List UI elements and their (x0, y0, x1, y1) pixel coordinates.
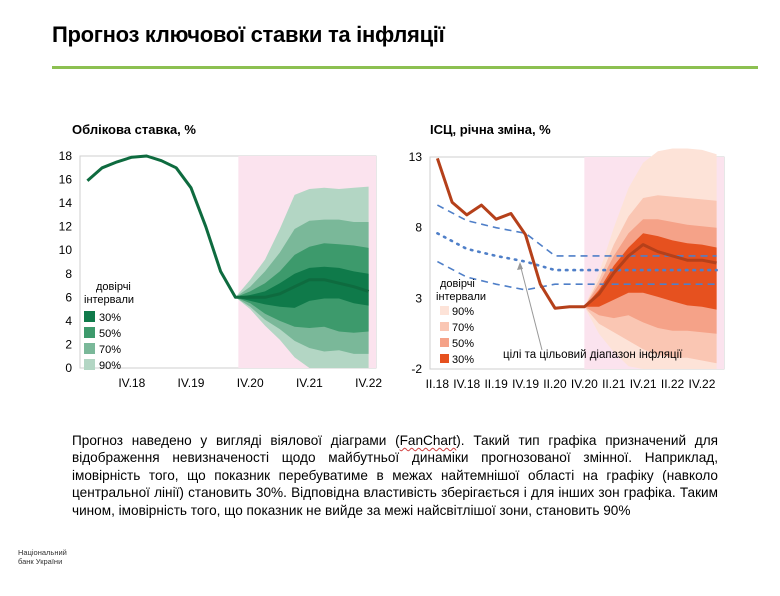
annotation-pointer (519, 263, 543, 351)
rate-xtick-label: IV.21 (296, 376, 323, 390)
cpi-legend-label: 70% (452, 322, 474, 334)
cpi-legend-swatch (440, 338, 449, 347)
cpi-xtick-label: II.20 (543, 377, 567, 391)
cpi-xtick-label: II.19 (484, 377, 508, 391)
rate-legend-title-line2: інтервали (84, 294, 134, 306)
rate-legend-title-line1: довірчі (96, 281, 131, 293)
rate-legend-label: 90% (99, 360, 121, 372)
fanchart-term: FanChart (399, 433, 457, 448)
cpi-xtick-label: II.18 (426, 377, 450, 391)
rate-ytick-label: 6 (65, 290, 72, 304)
rate-legend: довірчі інтервали 30% 50% 70% 90% (84, 281, 134, 372)
cpi-legend: довірчі інтервали 90% 70% 50% 30% (436, 278, 486, 366)
cpi-xtick-label: IV.18 (453, 377, 480, 391)
cpi-xtick-label: IV.22 (688, 377, 715, 391)
cpi-central-line (435, 157, 717, 310)
rate-ytick-label: 0 (65, 361, 72, 375)
rate-legend-swatch (84, 327, 95, 338)
cpi-xtick-label: IV.20 (571, 377, 598, 391)
cpi-legend-label: 50% (452, 338, 474, 350)
rate-legend-swatch (84, 343, 95, 354)
cpi-legend-title-line1: довірчі (440, 278, 475, 290)
cpi-legend-swatch (440, 322, 449, 331)
nbu-logo: Національний банк України (18, 548, 67, 566)
rate-xtick-label: IV.18 (118, 376, 145, 390)
cpi-ytick-label: -2 (411, 362, 422, 376)
annotation-text: цілі та цільовий діапазон інфляції (503, 349, 683, 361)
cpi-legend-title-line2: інтервали (436, 291, 486, 303)
cpi-ytick-label: 8 (415, 221, 422, 235)
cpi-xtick-label: II.21 (602, 377, 626, 391)
rate-legend-label: 50% (99, 328, 121, 340)
logo-line2: банк України (18, 557, 63, 566)
title-rule (52, 66, 758, 69)
logo-line1: Національний (18, 548, 67, 557)
cpi-xtick-label: IV.19 (512, 377, 539, 391)
rate-ytick-label: 16 (59, 173, 73, 187)
rate-xtick-label: IV.22 (355, 376, 382, 390)
rate-xtick-label: IV.19 (178, 376, 205, 390)
cpi-ytick-label: 13 (409, 150, 423, 164)
annotation-arrowhead (517, 262, 523, 270)
rate-ytick-label: 14 (59, 196, 73, 210)
rate-ytick-label: 4 (65, 314, 72, 328)
cpi-legend-label: 30% (452, 354, 474, 366)
cpi-xtick-label: IV.21 (630, 377, 657, 391)
rate-central-line (86, 154, 370, 299)
description-text: Прогноз наведено у вигляді віялової діаг… (72, 433, 719, 518)
rate-ytick-label: 2 (65, 337, 72, 351)
cpi-ytick-label: 3 (415, 291, 422, 305)
cpi-target-range-lower (437, 260, 717, 291)
rate-ytick-label: 8 (65, 267, 72, 281)
rate-ytick-label: 18 (59, 149, 73, 163)
rate-legend-label: 30% (99, 312, 121, 324)
cpi-target-center (436, 232, 718, 272)
rate-legend-swatch (84, 359, 95, 370)
cpi-xtick-label: II.22 (661, 377, 685, 391)
cpi-target-range-upper (437, 204, 717, 257)
rate-chart-title: Облікова ставка, % (72, 122, 196, 137)
rate-ytick-label: 10 (59, 243, 73, 257)
rate-xtick-label: IV.20 (237, 376, 264, 390)
rate-legend-swatch (84, 311, 95, 322)
rate-ytick-label: 12 (59, 220, 73, 234)
cpi-band-30pct (584, 233, 717, 310)
cpi-legend-swatch (440, 306, 449, 315)
cpi-legend-label: 90% (452, 306, 474, 318)
cpi-legend-swatch (440, 354, 449, 363)
rate-legend-label: 70% (99, 344, 121, 356)
cpi-chart-title: ІСЦ, річна зміна, % (430, 122, 551, 137)
page-title: Прогноз ключової ставки та інфляції (52, 22, 445, 47)
cpi-target-annotation: цілі та цільовий діапазон інфляції (503, 262, 683, 361)
